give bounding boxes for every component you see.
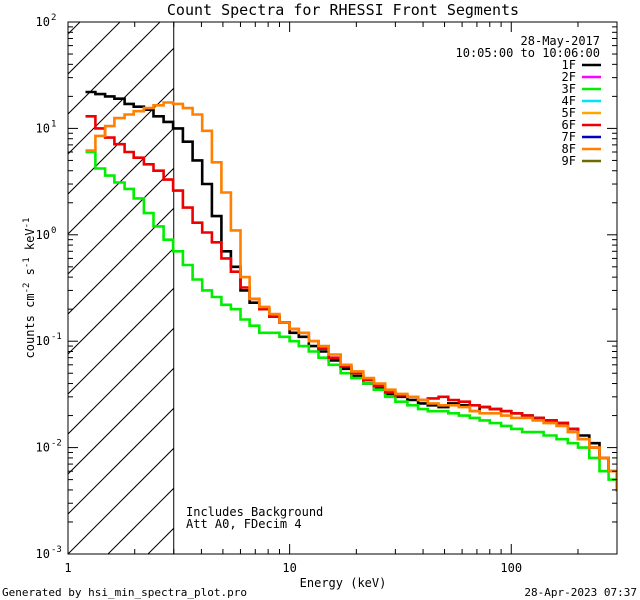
hatch-line (68, 367, 174, 475)
hatch-line (68, 47, 174, 155)
series-group (85, 90, 617, 492)
hatch-line (68, 447, 174, 554)
x-tick-label: 100 (500, 561, 522, 575)
legend-label-2F: 2F (562, 70, 576, 84)
footer-generated-by: Generated by hsi_min_spectra_plot.pro (2, 586, 247, 599)
y-tick-exponent: -1 (51, 332, 62, 342)
y-tick-label: 10 (36, 441, 50, 455)
x-tick-labels: 1 10 100 (64, 561, 522, 575)
legend-label-9F: 9F (562, 154, 576, 168)
y-tick-exponent: 2 (51, 13, 56, 23)
legend-label-1F: 1F (562, 58, 576, 72)
hatch-line (107, 487, 174, 554)
chart-title: Count Spectra for RHESSI Front Segments (167, 1, 519, 19)
legend-label-4F: 4F (562, 94, 576, 108)
series-line-8F (85, 101, 617, 492)
hatched-region (0, 22, 174, 554)
y-tick-label: 10 (36, 121, 50, 135)
plot-frame (67, 21, 618, 555)
y-tick-exponent: 1 (51, 119, 56, 129)
y-tick-label: 10 (36, 547, 50, 561)
y-tick-label: 10 (36, 228, 50, 242)
date-label: 28-May-2017 (521, 34, 600, 48)
hatch-line (68, 247, 174, 355)
time-range-label: 10:05:00 to 10:06:00 (456, 46, 601, 60)
hatch-line (0, 22, 40, 554)
x-axis-label: Energy (keV) (300, 576, 387, 590)
x-tick-label: 1 (64, 561, 71, 575)
axis-ticks (67, 21, 618, 555)
y-tick-exponent: 0 (51, 226, 56, 236)
footer-timestamp: 28-Apr-2023 07:37 (524, 586, 637, 599)
hatch-line (68, 407, 174, 515)
legend-label-6F: 6F (562, 118, 576, 132)
y-axis-label: counts cm-2 s-1 keV-1 (22, 218, 37, 359)
x-tick-label: 10 (282, 561, 296, 575)
hatch-line (68, 287, 174, 395)
hatch-line (68, 127, 174, 235)
y-tick-label: 10 (36, 15, 50, 29)
legend-label-3F: 3F (562, 82, 576, 96)
series-line-3F (85, 150, 617, 492)
annotation-attenuator: Att A0, FDecim 4 (186, 517, 302, 531)
y-tick-exponent: -3 (51, 545, 62, 555)
legend-label-8F: 8F (562, 142, 576, 156)
hatch-line (68, 22, 121, 75)
legend-label-5F: 5F (562, 106, 576, 120)
y-tick-label: 10 (36, 334, 50, 348)
hatch-line (68, 22, 161, 115)
legend-label-7F: 7F (562, 130, 576, 144)
annotation-background: Includes Background (186, 505, 323, 519)
y-tick-exponent: -2 (51, 439, 62, 449)
series-line-1F (85, 90, 617, 492)
hatch-line (68, 207, 174, 315)
